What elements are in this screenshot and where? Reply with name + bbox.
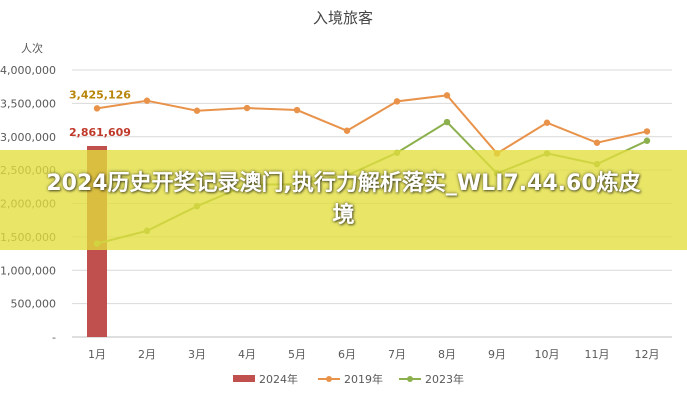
x-tick-label: 3月: [188, 348, 206, 361]
point-2019年: [293, 106, 301, 114]
point-2019年: [543, 119, 551, 126]
chart-title: 入境旅客: [313, 9, 373, 27]
legend-label: 2023年: [425, 372, 464, 386]
point-2019年: [193, 107, 201, 114]
x-tick-label: 4月: [238, 348, 256, 361]
line-2019年: [96, 94, 648, 155]
legend-label: 2019年: [344, 372, 383, 386]
point-2019年: [243, 104, 251, 112]
y-tick-label: 4,000,000: [0, 64, 56, 77]
overlay-banner-text: 2024历史开奖记录澳门,执行力解析落实_WLI7.44.60炼皮境: [46, 171, 641, 228]
legend-marker-2023年: [407, 376, 413, 382]
x-tick-label: 6月: [338, 348, 356, 361]
point-2023年: [443, 118, 451, 126]
y-tick-label: 500,000: [11, 298, 57, 311]
x-tick-label: 7月: [388, 348, 406, 361]
y-axis-label: 人次: [21, 41, 43, 55]
y-tick-label: 3,000,000: [0, 131, 56, 144]
y-tick-label: 1,000,000: [0, 264, 56, 277]
overlay-banner: 2024历史开奖记录澳门,执行力解析落实_WLI7.44.60炼皮境: [0, 150, 687, 250]
point-2019年: [143, 97, 151, 104]
point-2019年: [93, 105, 101, 112]
line-data-label: 3,425,126: [69, 88, 131, 101]
point-2019年: [593, 139, 601, 146]
x-tick-label: 11月: [585, 348, 610, 361]
point-2019年: [393, 98, 401, 105]
legend-marker-2019年: [326, 376, 332, 382]
x-tick-label: 8月: [438, 348, 456, 361]
point-2019年: [343, 127, 351, 134]
x-tick-label: 9月: [488, 348, 506, 361]
y-tick-label: -: [52, 331, 56, 344]
x-tick-label: 10月: [535, 348, 560, 361]
legend-label: 2024年: [259, 372, 298, 386]
legend-swatch-2024年: [233, 375, 255, 382]
x-tick-label: 1月: [88, 348, 106, 361]
x-tick-label: 12月: [635, 348, 660, 361]
point-2023年: [643, 137, 651, 144]
x-tick-label: 5月: [288, 348, 306, 361]
y-tick-label: 3,500,000: [0, 97, 56, 110]
bar-data-label: 2,861,609: [69, 126, 131, 139]
point-2019年: [643, 128, 651, 135]
point-2019年: [443, 92, 451, 99]
x-tick-label: 2月: [138, 348, 156, 361]
